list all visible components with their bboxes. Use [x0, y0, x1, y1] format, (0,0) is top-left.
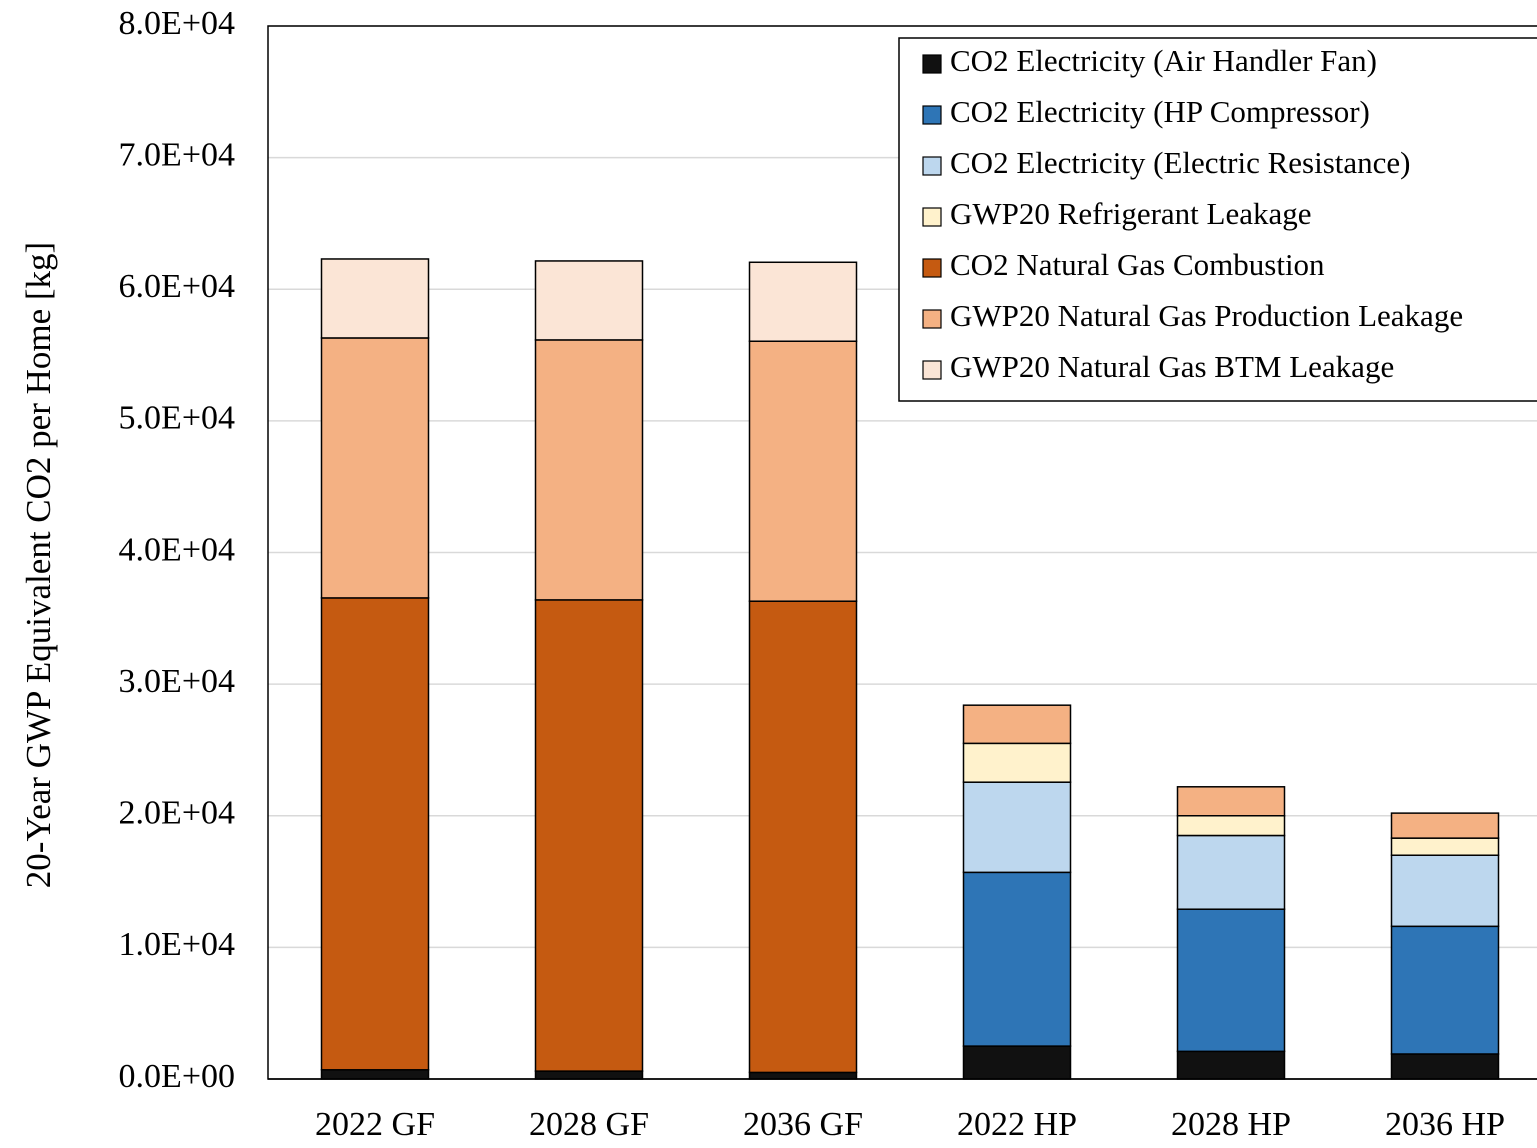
legend-label: GWP20 Natural Gas BTM Leakage	[950, 349, 1394, 384]
bar-segment	[748, 261, 858, 342]
bar-segment	[1390, 812, 1500, 839]
legend-swatch	[922, 360, 942, 380]
bar-segment	[748, 340, 858, 602]
y-tick-label: 8.0E+04	[119, 5, 235, 42]
legend-label: GWP20 Refrigerant Leakage	[950, 196, 1312, 231]
bar-segment	[748, 600, 858, 1074]
bar-segment	[962, 704, 1072, 745]
bar-segment	[320, 597, 430, 1071]
bar-segment	[534, 1070, 644, 1080]
y-tick-label: 7.0E+04	[119, 136, 235, 173]
bar-segment	[1176, 815, 1286, 837]
legend-label: CO2 Natural Gas Combustion	[950, 247, 1325, 282]
legend-swatch	[922, 309, 942, 329]
bar-segment	[1390, 837, 1500, 856]
bar-segment	[320, 1069, 430, 1080]
x-tick-label: 2028 GF	[529, 1106, 649, 1143]
bar-segment	[962, 781, 1072, 874]
legend-swatch	[922, 54, 942, 74]
x-tick-label: 2036 HP	[1385, 1106, 1505, 1143]
bar-segment	[962, 871, 1072, 1047]
x-tick-label: 2036 GF	[743, 1106, 863, 1143]
legend-swatch	[922, 207, 942, 227]
legend-box	[898, 37, 1537, 402]
bar-segment	[534, 339, 644, 601]
bar-segment	[1176, 834, 1286, 910]
bar-segment	[1176, 908, 1286, 1053]
bar-segment	[1176, 786, 1286, 817]
y-tick-label: 1.0E+04	[119, 926, 235, 963]
bar-segment	[320, 337, 430, 599]
bar-segment	[748, 1071, 858, 1080]
legend-label: GWP20 Natural Gas Production Leakage	[950, 298, 1463, 333]
bar-segment	[962, 1045, 1072, 1080]
y-tick-label: 3.0E+04	[119, 663, 235, 700]
x-tick-label: 2022 GF	[315, 1106, 435, 1143]
x-tick-label: 2028 HP	[1171, 1106, 1291, 1143]
legend-label: CO2 Electricity (HP Compressor)	[950, 94, 1370, 129]
legend-label: CO2 Electricity (Air Handler Fan)	[950, 43, 1377, 78]
y-tick-label: 2.0E+04	[119, 795, 235, 832]
y-axis-title: 20-Year GWP Equivalent CO2 per Home [kg]	[19, 242, 58, 888]
bar-segment	[1390, 1053, 1500, 1080]
legend-label: CO2 Electricity (Electric Resistance)	[950, 145, 1411, 180]
bar-segment	[1390, 854, 1500, 928]
bar-segment	[962, 742, 1072, 783]
x-tick-label: 2022 HP	[957, 1106, 1077, 1143]
y-tick-label: 6.0E+04	[119, 268, 235, 305]
bar-segment	[534, 260, 644, 341]
bar-segment	[1176, 1050, 1286, 1080]
y-tick-label: 0.0E+00	[119, 1058, 235, 1095]
legend-swatch	[922, 105, 942, 125]
legend-swatch	[922, 156, 942, 176]
bar-segment	[534, 599, 644, 1072]
legend-swatch	[922, 258, 942, 278]
y-tick-label: 5.0E+04	[119, 400, 235, 437]
bar-segment	[1390, 925, 1500, 1055]
bar-segment	[320, 258, 430, 339]
y-tick-label: 4.0E+04	[119, 531, 235, 568]
